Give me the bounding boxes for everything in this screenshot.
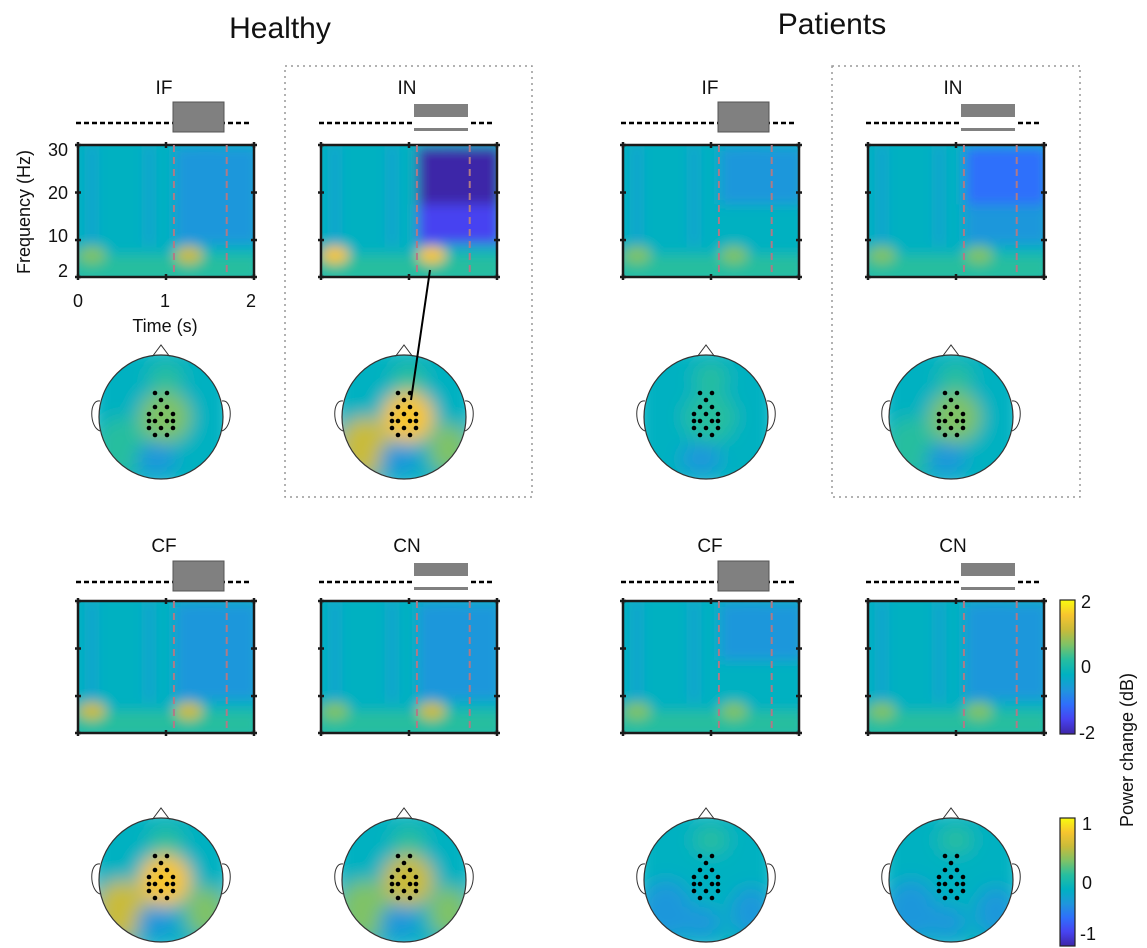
timeline-patients-cf xyxy=(621,560,795,592)
colorbar-tf xyxy=(1059,599,1076,735)
time-frequency-panels xyxy=(75,142,1047,736)
topo-map-patients-in xyxy=(881,344,1021,480)
timeline-patients-if xyxy=(621,101,795,133)
condition-label-healthy-cn: CN xyxy=(393,536,420,557)
colorbar-topo-tick-1: 1 xyxy=(1082,814,1092,834)
tf-panel-healthy-in xyxy=(318,142,500,280)
condition-label-patients-cf: CF xyxy=(697,536,722,557)
electrode-cluster xyxy=(146,390,176,438)
topo-map-patients-cn xyxy=(881,807,1021,943)
condition-label-patients-in: IN xyxy=(944,78,963,99)
tf-panel-patients-in xyxy=(865,142,1047,280)
condition-label-healthy-cf: CF xyxy=(151,536,176,557)
x-tick-2: 2 xyxy=(246,291,256,311)
timeline-patients-in xyxy=(866,104,1040,131)
highlight-box-patients-in xyxy=(831,65,1081,498)
timeline-patients-cn xyxy=(866,563,1040,590)
topo-map-healthy-cn xyxy=(334,807,474,943)
condition-label-patients-cn: CN xyxy=(939,536,966,557)
tf-panel-healthy-cn xyxy=(318,598,500,736)
timeline-healthy-cf xyxy=(76,560,250,592)
timeline-healthy-in xyxy=(319,104,493,131)
timeline-healthy-if xyxy=(76,101,250,133)
colorbar-topo xyxy=(1059,817,1076,947)
highlight-box-healthy-in xyxy=(284,65,533,498)
topo-map-healthy-in xyxy=(334,344,474,480)
colorbars xyxy=(1059,599,1076,947)
topographic-maps xyxy=(91,344,1021,943)
condition-label-healthy-in: IN xyxy=(398,78,417,99)
x-axis-label: Time (s) xyxy=(132,316,197,336)
y-tick-20: 20 xyxy=(48,183,68,203)
group-title-healthy: Healthy xyxy=(229,12,331,45)
tf-panel-patients-if xyxy=(620,142,802,280)
electrode-cluster xyxy=(146,853,176,901)
timeline-healthy-cn xyxy=(319,563,493,590)
topo-map-healthy-cf xyxy=(91,807,231,943)
tf-panel-healthy-if xyxy=(75,142,257,280)
topo-map-healthy-if xyxy=(91,344,231,480)
colorbar-tf-tick-0: 0 xyxy=(1081,657,1091,677)
tf-panel-patients-cn xyxy=(865,598,1047,736)
group-title-patients: Patients xyxy=(778,8,886,41)
condition-label-healthy-if: IF xyxy=(156,78,173,99)
stimulus-timelines xyxy=(76,101,1040,592)
tf-panel-patients-cf xyxy=(620,598,802,736)
electrode-cluster xyxy=(691,390,721,438)
electrode-cluster xyxy=(389,390,419,438)
colorbar-label: Power change (dB) xyxy=(1117,673,1137,827)
x-tick-0: 0 xyxy=(73,291,83,311)
tf-panel-healthy-cf xyxy=(75,598,257,736)
colorbar-topo-tick-neg1: -1 xyxy=(1080,924,1096,944)
colorbar-tf-tick-neg2: -2 xyxy=(1079,723,1095,743)
electrode-cluster xyxy=(691,853,721,901)
y-axis-label: Frequency (Hz) xyxy=(14,150,34,274)
electrode-cluster xyxy=(936,390,966,438)
condition-label-patients-if: IF xyxy=(702,78,719,99)
topo-map-patients-if xyxy=(636,344,776,480)
y-tick-30: 30 xyxy=(48,140,68,160)
y-tick-10: 10 xyxy=(48,226,68,246)
x-tick-1: 1 xyxy=(160,291,170,311)
electrode-cluster xyxy=(936,853,966,901)
y-tick-2: 2 xyxy=(58,261,68,281)
colorbar-tf-tick-2: 2 xyxy=(1081,592,1091,612)
topo-map-patients-cf xyxy=(636,807,776,943)
electrode-cluster xyxy=(389,853,419,901)
connector-line xyxy=(410,269,431,401)
colorbar-topo-tick-0: 0 xyxy=(1082,873,1092,893)
